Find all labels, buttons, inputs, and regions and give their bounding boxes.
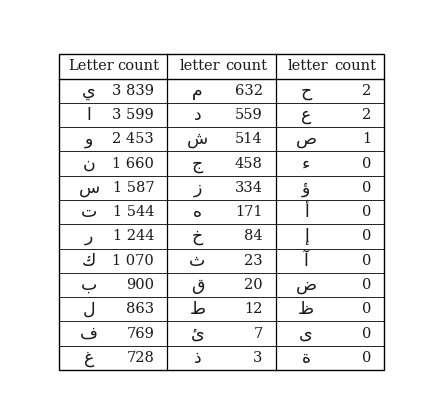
Text: 171: 171 bbox=[235, 205, 263, 219]
Text: ل: ل bbox=[83, 300, 95, 318]
Text: 0: 0 bbox=[362, 351, 371, 365]
Text: 0: 0 bbox=[362, 157, 371, 171]
Text: ذ: ذ bbox=[194, 349, 201, 367]
Text: أ: أ bbox=[304, 203, 308, 221]
Text: count: count bbox=[334, 59, 376, 74]
Text: count: count bbox=[226, 59, 267, 74]
Text: ي: ي bbox=[82, 81, 96, 100]
Text: ك: ك bbox=[82, 252, 96, 270]
Text: ق: ق bbox=[191, 276, 204, 294]
Text: 0: 0 bbox=[362, 302, 371, 316]
Text: 7: 7 bbox=[254, 326, 263, 341]
Text: ت: ت bbox=[81, 203, 97, 221]
Text: 0: 0 bbox=[362, 229, 371, 243]
Text: 0: 0 bbox=[362, 278, 371, 292]
Text: ط: ط bbox=[190, 300, 206, 318]
Text: 20: 20 bbox=[244, 278, 263, 292]
Text: count: count bbox=[117, 59, 159, 74]
Text: ح: ح bbox=[300, 81, 312, 100]
Text: 559: 559 bbox=[235, 108, 263, 122]
Text: ن: ن bbox=[83, 155, 95, 173]
Text: 3: 3 bbox=[253, 351, 263, 365]
Text: letter: letter bbox=[179, 59, 220, 74]
Text: ز: ز bbox=[194, 179, 202, 197]
Text: 1 587: 1 587 bbox=[112, 181, 154, 195]
Text: 863: 863 bbox=[126, 302, 154, 316]
Text: آ: آ bbox=[304, 252, 308, 270]
Text: ف: ف bbox=[80, 325, 98, 343]
Text: 728: 728 bbox=[126, 351, 154, 365]
Text: ئ: ئ bbox=[191, 325, 204, 343]
Text: 0: 0 bbox=[362, 254, 371, 268]
Text: 23: 23 bbox=[244, 254, 263, 268]
Text: 1 544: 1 544 bbox=[113, 205, 154, 219]
Text: إ: إ bbox=[304, 227, 308, 245]
Text: ب: ب bbox=[81, 276, 97, 294]
Text: 0: 0 bbox=[362, 205, 371, 219]
Text: 1 070: 1 070 bbox=[112, 254, 154, 268]
Text: 769: 769 bbox=[126, 326, 154, 341]
Text: س: س bbox=[78, 179, 100, 197]
Text: ث: ث bbox=[189, 252, 206, 270]
Text: 2: 2 bbox=[362, 84, 371, 98]
Text: letter: letter bbox=[288, 59, 328, 74]
Text: خ: خ bbox=[192, 227, 203, 245]
Text: 900: 900 bbox=[126, 278, 154, 292]
Text: 1 244: 1 244 bbox=[113, 229, 154, 243]
Text: ش: ش bbox=[187, 130, 208, 148]
Text: ء: ء bbox=[302, 155, 310, 173]
Text: ى: ى bbox=[299, 325, 313, 343]
Text: ؤ: ؤ bbox=[302, 179, 310, 197]
Text: 3 599: 3 599 bbox=[112, 108, 154, 122]
Text: ا: ا bbox=[87, 106, 92, 124]
Text: ع: ع bbox=[301, 106, 311, 124]
Text: ج: ج bbox=[192, 155, 203, 173]
Text: 2: 2 bbox=[362, 108, 371, 122]
Text: 0: 0 bbox=[362, 181, 371, 195]
Text: 458: 458 bbox=[235, 157, 263, 171]
Text: 12: 12 bbox=[244, 302, 263, 316]
Text: ر: ر bbox=[85, 227, 93, 245]
Text: و: و bbox=[85, 130, 93, 148]
Text: غ: غ bbox=[84, 349, 94, 367]
Text: ة: ة bbox=[302, 349, 311, 367]
Text: 2 453: 2 453 bbox=[112, 132, 154, 146]
Text: 514: 514 bbox=[235, 132, 263, 146]
Text: 1 660: 1 660 bbox=[112, 157, 154, 171]
Text: د: د bbox=[194, 106, 201, 124]
Text: 334: 334 bbox=[235, 181, 263, 195]
Text: 3 839: 3 839 bbox=[112, 84, 154, 98]
Text: م: م bbox=[192, 81, 203, 100]
Text: 0: 0 bbox=[362, 326, 371, 341]
Text: 84: 84 bbox=[244, 229, 263, 243]
Text: ص: ص bbox=[295, 130, 317, 148]
Text: 1: 1 bbox=[362, 132, 371, 146]
Text: Letter: Letter bbox=[68, 59, 114, 74]
Text: ظ: ظ bbox=[298, 300, 314, 318]
Text: ه: ه bbox=[193, 203, 202, 221]
Text: 632: 632 bbox=[235, 84, 263, 98]
Text: ض: ض bbox=[295, 276, 317, 294]
